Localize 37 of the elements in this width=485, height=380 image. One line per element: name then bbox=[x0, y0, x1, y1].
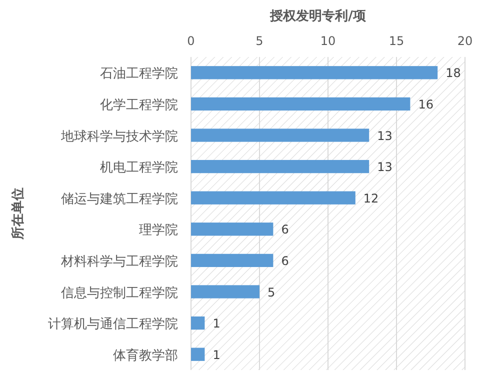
x-axis-title: 授权发明专利/项 bbox=[269, 8, 367, 24]
bar bbox=[191, 66, 438, 80]
y-tick-label: 体育教学部 bbox=[113, 347, 178, 364]
data-label: 18 bbox=[446, 66, 461, 80]
y-tick-label: 计算机与通信工程学院 bbox=[48, 317, 178, 332]
y-tick-label: 化学工程学院 bbox=[100, 98, 178, 113]
x-tick-label: 10 bbox=[320, 34, 336, 48]
x-tick-label: 5 bbox=[256, 34, 264, 48]
x-tick-label: 20 bbox=[457, 34, 473, 48]
bar bbox=[191, 222, 274, 236]
y-tick-label: 材料科学与工程学院 bbox=[60, 254, 178, 270]
bar bbox=[191, 160, 370, 174]
data-label: 1 bbox=[212, 348, 220, 362]
data-label: 13 bbox=[377, 128, 392, 143]
bar bbox=[191, 191, 356, 204]
data-label: 13 bbox=[377, 160, 392, 174]
y-tick-label: 理学院 bbox=[139, 223, 178, 238]
bar bbox=[191, 97, 410, 111]
bar bbox=[191, 128, 370, 142]
x-tick-label: 0 bbox=[187, 34, 195, 48]
data-label: 1 bbox=[212, 316, 220, 331]
y-tick-label: 地球科学与技术学院 bbox=[60, 129, 178, 144]
data-label: 5 bbox=[268, 285, 276, 300]
bar bbox=[191, 348, 205, 361]
bar bbox=[191, 254, 274, 268]
data-label: 6 bbox=[281, 254, 289, 268]
data-label: 12 bbox=[363, 191, 379, 206]
x-tick-label: 15 bbox=[388, 34, 404, 48]
bar bbox=[191, 285, 260, 298]
y-axis-title: 所在单位 bbox=[10, 188, 26, 240]
y-tick-label: 石油工程学院 bbox=[100, 66, 178, 82]
data-label: 6 bbox=[281, 222, 289, 237]
data-label: 16 bbox=[418, 97, 434, 112]
y-tick-label: 信息与控制工程学院 bbox=[61, 286, 178, 301]
bar bbox=[191, 316, 205, 330]
y-tick-label: 储运与建筑工程学院 bbox=[61, 192, 178, 207]
y-tick-label: 机电工程学院 bbox=[100, 160, 178, 176]
